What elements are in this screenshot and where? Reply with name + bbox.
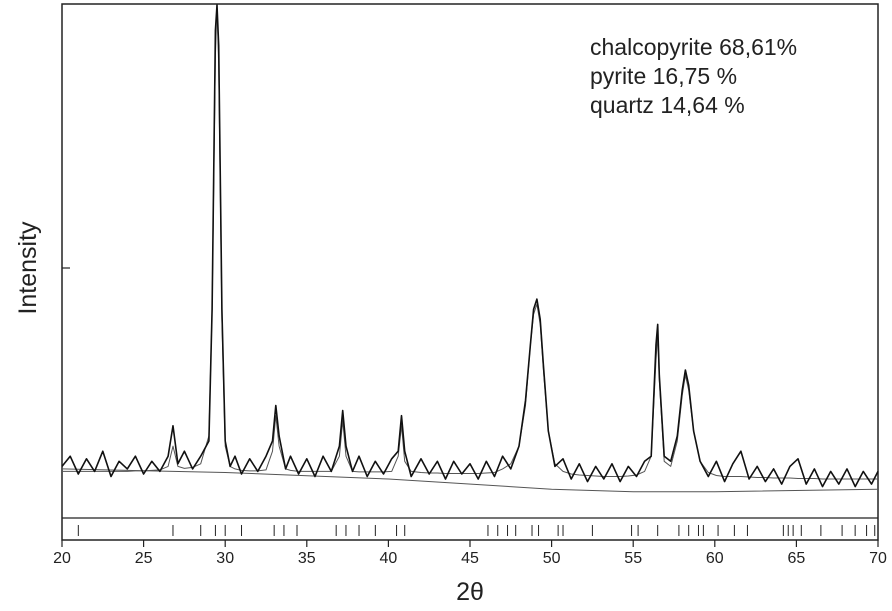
x-tick-label: 60 — [706, 550, 724, 567]
x-axis-label: 2θ — [456, 578, 484, 606]
x-tick-label: 70 — [869, 550, 887, 567]
annotation: chalcopyrite 68,61% — [590, 34, 797, 60]
data-line — [61, 468, 879, 493]
x-tick-label: 50 — [543, 550, 561, 567]
x-tick-label: 35 — [298, 550, 316, 567]
plot-frame — [61, 3, 879, 541]
x-tick-label: 30 — [216, 550, 234, 567]
x-tick-label: 25 — [135, 550, 153, 567]
x-tick-label: 45 — [461, 550, 479, 567]
annotation: pyrite 16,75 % — [590, 63, 737, 89]
data-line — [61, 4, 879, 488]
x-tick-label: 20 — [53, 550, 71, 567]
x-tick-label: 55 — [624, 550, 642, 567]
data-line — [62, 4, 878, 480]
annotation: quartz 14,64 % — [590, 92, 745, 118]
x-tick-label: 40 — [380, 550, 398, 567]
y-axis-label: Intensity — [14, 221, 42, 315]
x-tick-label: 65 — [788, 550, 806, 567]
